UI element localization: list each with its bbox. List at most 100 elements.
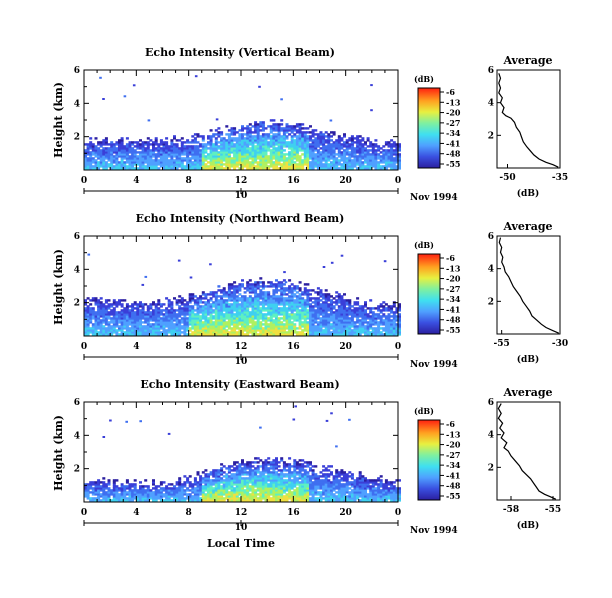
- echo-cell: [261, 307, 265, 310]
- echo-cell: [146, 333, 150, 336]
- echo-cell: [282, 301, 286, 304]
- echo-cell: [293, 319, 297, 322]
- echo-cell: [290, 143, 294, 146]
- echo-cell: [191, 295, 195, 298]
- echo-cell: [303, 307, 307, 310]
- echo-cell: [285, 165, 289, 168]
- echo-cell: [332, 151, 336, 154]
- echo-cell: [390, 325, 394, 328]
- echo-cell: [144, 479, 148, 482]
- echo-cell: [97, 303, 101, 306]
- echo-cell: [91, 143, 95, 146]
- echo-cell: [324, 303, 328, 306]
- echo-cell: [395, 155, 399, 158]
- echo-cell: [345, 315, 349, 318]
- echo-cell: [374, 321, 378, 324]
- echo-cell: [173, 485, 176, 488]
- echo-cell: [251, 315, 255, 318]
- echo-cell: [272, 331, 276, 334]
- echo-cell: [104, 299, 108, 302]
- echo-cell: [337, 145, 341, 148]
- echo-cell: [146, 147, 150, 150]
- echo-cell: [327, 313, 331, 316]
- echo-cell: [225, 143, 229, 146]
- echo-cell: [256, 283, 260, 286]
- echo-cell: [94, 161, 98, 164]
- echo-cell: [214, 307, 218, 310]
- echo-cell: [277, 157, 281, 160]
- echo-cell: [131, 165, 135, 168]
- echo-cell: [217, 161, 221, 164]
- echo-cell: [248, 463, 252, 466]
- echo-cell: [162, 161, 166, 164]
- echo-cell: [238, 479, 242, 482]
- echo-cell: [235, 461, 239, 464]
- echo-cell: [288, 151, 292, 154]
- echo-cell: [222, 293, 226, 296]
- echo-cell: [178, 325, 182, 328]
- echo-cell: [141, 143, 145, 146]
- echo-cell: [319, 137, 323, 140]
- echo-cell: [139, 485, 142, 488]
- echo-cell: [214, 305, 218, 308]
- echo-cell: [159, 319, 163, 322]
- echo-cell: [248, 133, 252, 136]
- echo-cell: [275, 125, 278, 128]
- echo-cell: [241, 285, 244, 288]
- x-tick-label: 20: [339, 342, 352, 352]
- echo-cell: [214, 295, 218, 298]
- echo-cell: [152, 491, 155, 494]
- echo-cell: [225, 155, 229, 158]
- echo-cell: [99, 149, 103, 152]
- echo-cell: [269, 165, 273, 168]
- echo-cell: [353, 159, 357, 162]
- echo-cell: [259, 485, 263, 488]
- x-tick-label: 0: [81, 342, 87, 352]
- echo-cell: [131, 313, 135, 316]
- echo-cell: [162, 147, 166, 150]
- echo-cell: [243, 147, 247, 150]
- echo-cell: [330, 327, 333, 330]
- echo-cell: [84, 317, 87, 320]
- echo-cell: [89, 319, 93, 322]
- echo-cell: [102, 303, 106, 306]
- echo-cell: [120, 315, 124, 318]
- echo-cell: [298, 131, 302, 134]
- echo-cell: [89, 491, 93, 494]
- echo-cell: [309, 327, 312, 330]
- echo-cell: [89, 151, 93, 154]
- echo-cell: [102, 155, 106, 158]
- echo-cell: [217, 475, 221, 478]
- echo-cell: [207, 321, 210, 324]
- echo-cell: [241, 469, 244, 472]
- echo-cell: [361, 139, 365, 142]
- echo-cell: [364, 305, 367, 308]
- echo-cell: [390, 153, 394, 156]
- echo-cell: [230, 149, 234, 152]
- echo-cell: [94, 317, 98, 320]
- echo-cell: [89, 309, 93, 312]
- echo-cell: [133, 315, 137, 318]
- echo-cell: [173, 149, 176, 152]
- echo-cell: [384, 317, 388, 320]
- echo-cell: [264, 323, 268, 326]
- echo-cell: [288, 291, 292, 294]
- echo-cell: [86, 327, 90, 330]
- echo-cell: [141, 317, 145, 320]
- echo-cell: [149, 157, 153, 160]
- echo-cell: [387, 159, 391, 162]
- echo-cell: [222, 159, 226, 162]
- echo-cell: [309, 331, 312, 334]
- echo-cell: [217, 315, 221, 318]
- echo-cell: [157, 323, 161, 326]
- echo-cell: [288, 143, 292, 146]
- echo-cell: [382, 165, 386, 168]
- echo-cell: [159, 331, 163, 334]
- echo-cell: [217, 141, 221, 144]
- echo-cell: [343, 311, 346, 314]
- echo-cell: [99, 297, 103, 300]
- echo-cell: [188, 329, 192, 332]
- echo-cell: [222, 471, 226, 474]
- echo-cell: [293, 327, 297, 330]
- echo-cell: [382, 151, 386, 154]
